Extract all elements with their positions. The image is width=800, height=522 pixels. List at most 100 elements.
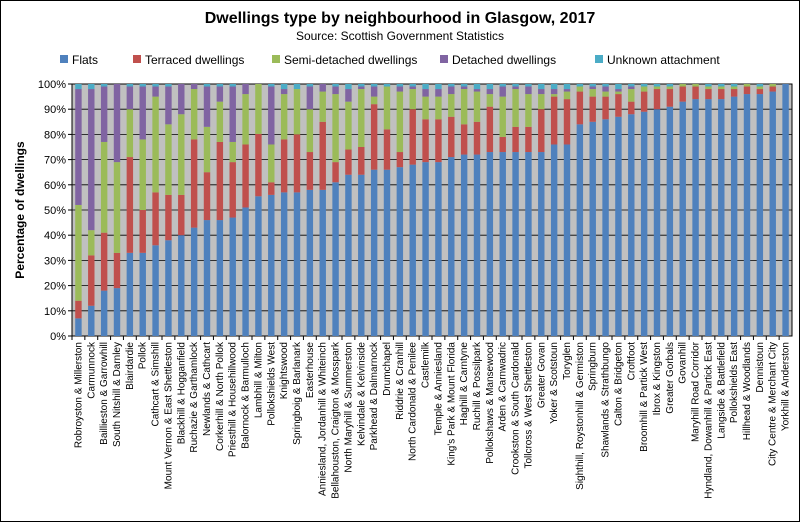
- bar-segment: [550, 144, 558, 336]
- bar-segment: [422, 89, 429, 97]
- category-label: Mount Vernon & East Shettleston: [163, 342, 174, 489]
- bar-segment: [486, 106, 494, 153]
- bar-segment: [563, 84, 571, 90]
- bar-segment: [718, 89, 725, 100]
- bar-segment: [512, 152, 519, 336]
- bar-segment: [216, 86, 224, 102]
- bar-segment: [306, 152, 314, 190]
- bar-segment: [190, 227, 198, 336]
- y-tick-label: 50%: [44, 205, 66, 217]
- legend-label: Detached dwellings: [452, 53, 556, 67]
- bar-segment: [358, 89, 365, 147]
- bar-segment: [178, 114, 185, 195]
- bar-segment: [306, 109, 314, 153]
- y-tick-label: 0%: [50, 331, 66, 343]
- bar-segment: [75, 204, 82, 301]
- bar-segment: [409, 86, 416, 90]
- bar-segment: [139, 252, 146, 336]
- bar-segment: [358, 86, 365, 90]
- bar-segment: [782, 84, 789, 336]
- category-label: Yorkhill & Anderston: [781, 342, 792, 431]
- legend-label: Flats: [72, 53, 98, 67]
- bar-segment: [448, 116, 455, 158]
- bar-segment: [242, 144, 249, 208]
- bar-segment: [538, 94, 545, 110]
- bar-segment: [152, 84, 159, 87]
- bar-segment: [139, 84, 146, 87]
- bar-segment: [345, 174, 352, 336]
- bar-segment: [576, 91, 584, 125]
- bar-segment: [358, 174, 365, 336]
- bar-segment: [152, 192, 159, 246]
- bar-segment: [525, 86, 532, 95]
- bar-segment: [576, 124, 584, 336]
- bar-segment: [628, 101, 635, 115]
- bar-segment: [563, 91, 571, 100]
- bar-segment: [280, 84, 288, 90]
- bar-segment: [255, 133, 262, 197]
- bar-segment: [422, 84, 429, 90]
- category-label: Priesthill & Househillwood: [228, 342, 239, 457]
- bar-segment: [203, 84, 211, 87]
- bar-segment: [486, 94, 494, 107]
- category-label: Greater Gorbals: [665, 342, 676, 414]
- bar-segment: [319, 121, 326, 190]
- bar-segment: [165, 240, 172, 336]
- bar-segment: [409, 164, 416, 336]
- category-label: Blairdardie: [125, 342, 136, 390]
- bar-segment: [705, 99, 712, 337]
- bar-segment: [730, 89, 738, 97]
- bar-segment: [165, 84, 172, 87]
- bar-segment: [113, 288, 121, 336]
- bar-segment: [653, 84, 661, 87]
- bar-segment: [705, 84, 712, 87]
- bar-segment: [589, 89, 596, 97]
- y-tick-label: 80%: [44, 129, 66, 141]
- bar-segment: [345, 89, 352, 102]
- bar-segment: [280, 139, 288, 193]
- bar-segment: [448, 84, 455, 87]
- category-label: Arden & Carnwadric: [498, 342, 509, 431]
- bar-segment: [203, 126, 211, 173]
- bar-segment: [370, 104, 378, 170]
- category-label: Langside & Battlefield: [716, 342, 727, 439]
- bar-segment: [280, 192, 288, 336]
- bar-segment: [203, 172, 211, 221]
- bar-segment: [100, 84, 108, 87]
- category-label: Pollokshields West: [266, 342, 277, 426]
- bar-segment: [88, 84, 95, 90]
- category-label: Drumchapel: [382, 342, 393, 396]
- bar-segment: [756, 84, 764, 87]
- bar-segment: [306, 189, 314, 336]
- bar-segment: [280, 89, 288, 95]
- bar-segment: [730, 86, 738, 90]
- bar-segment: [730, 84, 738, 87]
- bar-segment: [653, 86, 661, 90]
- bar-segment: [216, 101, 224, 142]
- bar-segment: [435, 119, 442, 163]
- y-tick-label: 70%: [44, 155, 66, 167]
- bar-segment: [499, 84, 506, 87]
- bar-segment: [448, 94, 455, 117]
- bar-segment: [640, 86, 648, 92]
- bar-segment: [190, 139, 198, 228]
- bar-segment: [666, 89, 674, 107]
- bar-segment: [435, 84, 442, 90]
- bar-segment: [602, 96, 609, 120]
- bar-segment: [615, 91, 622, 95]
- bar-segment: [178, 84, 185, 115]
- category-label: Pollok: [138, 341, 149, 369]
- y-tick-label: 60%: [44, 180, 66, 192]
- bar-segment: [525, 84, 532, 87]
- category-label: Tollcross & West Shettleston: [523, 342, 534, 469]
- bar-segment: [666, 84, 674, 87]
- category-label: Easterhouse: [305, 342, 316, 399]
- category-label: Pollokshaws & Mansewood: [485, 342, 496, 464]
- bar-segment: [460, 84, 468, 87]
- bar-segment: [473, 89, 481, 92]
- bar-segment: [628, 89, 635, 102]
- bar-segment: [679, 86, 686, 102]
- bar-segment: [550, 96, 558, 145]
- bar-segment: [203, 220, 211, 336]
- legend-label: Terraced dwellings: [145, 53, 244, 67]
